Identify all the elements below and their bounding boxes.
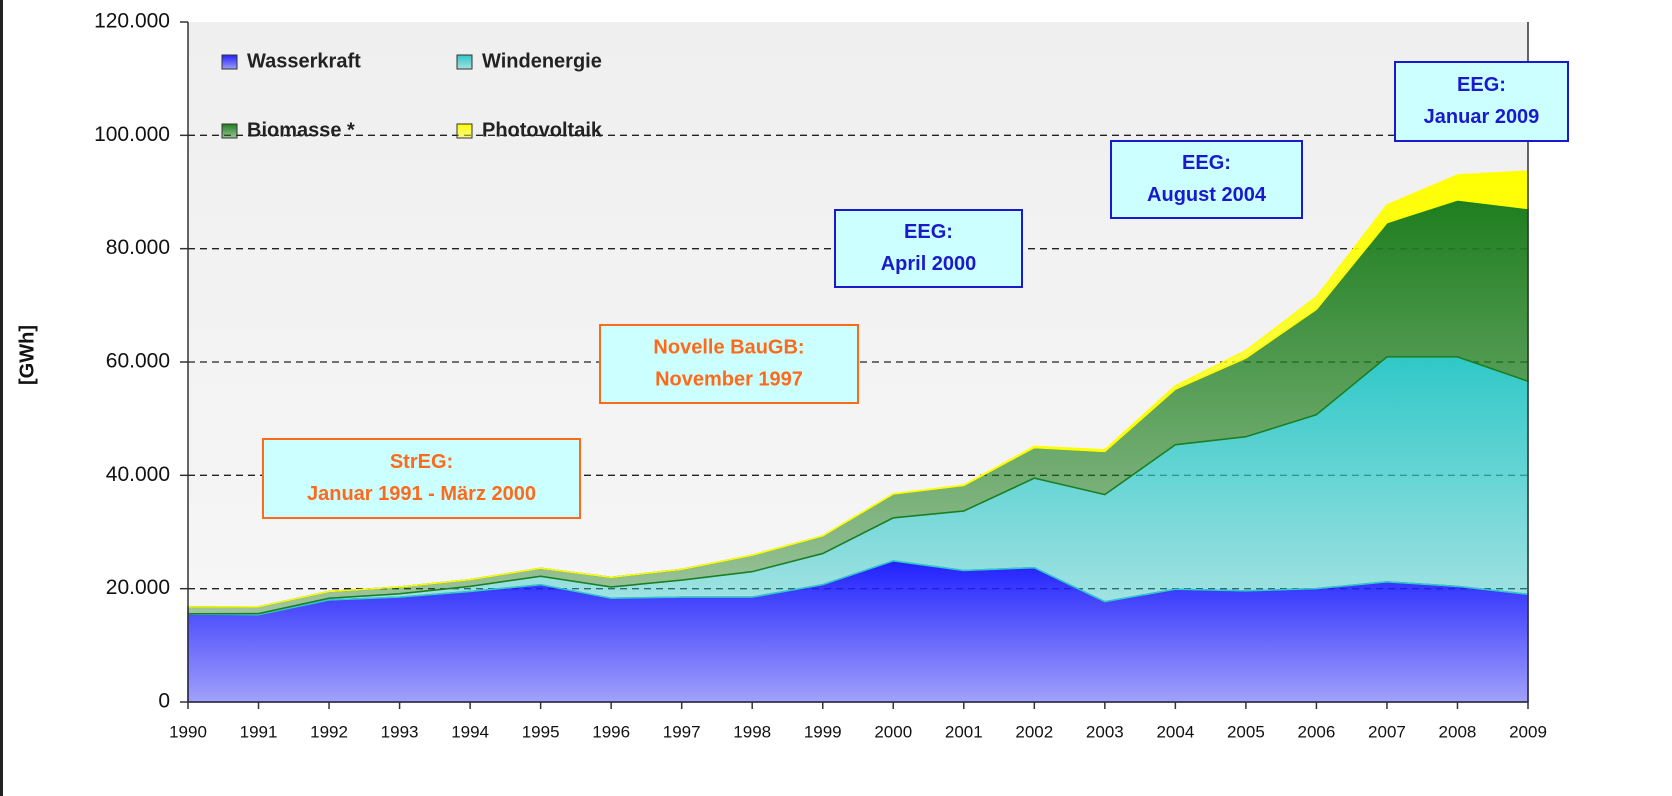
frame-edge: [0, 0, 3, 796]
annotation-text: StrEG:: [390, 451, 453, 473]
y-tick-label: 80.000: [106, 236, 170, 259]
x-tick-label: 1996: [592, 722, 630, 741]
x-tick-label: 1990: [169, 722, 207, 741]
annotation-text: Januar 2009: [1424, 106, 1540, 128]
x-tick-label: 2002: [1015, 722, 1053, 741]
x-tick-label: 2009: [1509, 722, 1547, 741]
y-tick-label: 60.000: [106, 350, 170, 373]
annotation-text: Novelle BauGB:: [653, 336, 804, 358]
y-tick-label: 40.000: [106, 463, 170, 486]
annotation-text: EEG:: [1457, 74, 1506, 96]
x-tick-label: 1998: [733, 722, 771, 741]
legend-swatch: [222, 55, 237, 69]
y-axis-title: [GWh]: [16, 325, 38, 385]
x-tick-label: 1994: [451, 722, 489, 741]
annotation-text: August 2004: [1147, 184, 1267, 206]
y-tick-label: 120.000: [94, 10, 170, 33]
legend-label: Windenergie: [482, 50, 602, 72]
legend-label: Photovoltaik: [482, 119, 603, 141]
annotation-text: November 1997: [655, 368, 803, 390]
x-tick-label: 2005: [1227, 722, 1265, 741]
x-tick-label: 1991: [240, 722, 278, 741]
annotation-text: EEG:: [904, 221, 953, 243]
x-tick-label: 2001: [945, 722, 983, 741]
legend-swatch: [457, 124, 472, 138]
x-tick-label: 1993: [381, 722, 419, 741]
legend-label: Biomasse *: [247, 119, 355, 141]
annotation-text: Januar 1991 - März 2000: [307, 483, 536, 505]
annotation-text: EEG:: [1182, 152, 1231, 174]
x-tick-label: 1995: [522, 722, 560, 741]
legend-label: Wasserkraft: [247, 50, 361, 72]
x-tick-label: 2008: [1439, 722, 1477, 741]
chart: [GWh] 0 20.000 40.000 60.000 80.000 100.000 12…: [0, 0, 1672, 796]
legend-swatch: [222, 124, 237, 138]
x-tick-label: 2006: [1298, 722, 1336, 741]
y-tick-label: 0: [158, 690, 170, 713]
y-tick-label: 20.000: [106, 576, 170, 599]
x-tick-label: 1999: [804, 722, 842, 741]
x-tick-label: 2004: [1156, 722, 1194, 741]
annotation-text: April 2000: [881, 253, 977, 275]
legend-swatch: [457, 55, 472, 69]
x-tick-label: 2000: [874, 722, 912, 741]
x-tick-label: 2003: [1086, 722, 1124, 741]
x-tick-label: 2007: [1368, 722, 1406, 741]
x-tick-label: 1997: [663, 722, 701, 741]
y-tick-label: 100.000: [94, 123, 170, 146]
x-tick-label: 1992: [310, 722, 348, 741]
